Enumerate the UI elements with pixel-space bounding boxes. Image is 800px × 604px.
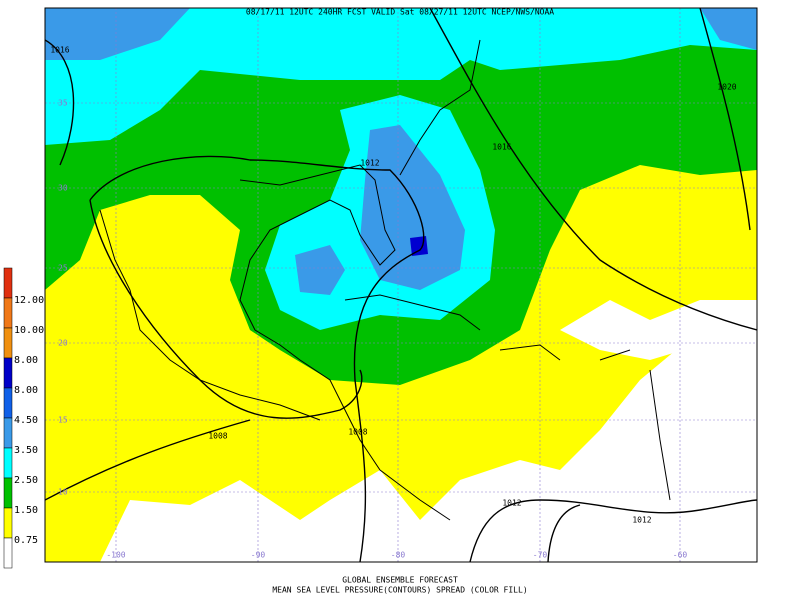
colorbar-segment: [3, 507, 13, 539]
latitude-label: 30: [58, 184, 68, 193]
colorbar-segment: [3, 357, 13, 389]
graticule: [45, 8, 757, 562]
colorbar-segment: [3, 297, 13, 329]
longitude-label: -70: [533, 551, 548, 560]
contour-label: 1016: [492, 143, 511, 152]
colorbar-segment: [3, 537, 13, 569]
header-title: 08/17/11 12UTC 240HR FCST VALID Sat 08/2…: [246, 8, 554, 17]
contour-label: 1012: [632, 516, 651, 525]
colorbar-label: 4.50: [14, 415, 38, 426]
fill-blue: [295, 245, 345, 295]
colorbar-segment: [3, 477, 13, 509]
fill-white: [100, 320, 757, 562]
colorbar-segment: [3, 387, 13, 419]
coastlines: [99, 39, 671, 521]
colorbar-label: 12.00: [14, 295, 44, 306]
contour-label: 1020: [717, 83, 736, 92]
colorbar-label: 8.00: [14, 385, 38, 396]
contour-label: 1008: [208, 432, 227, 441]
colorbar-label: 0.75: [14, 535, 38, 546]
contour-label: 1012: [360, 159, 379, 168]
map-area: [45, 8, 757, 562]
colorbar-label: 3.50: [14, 445, 38, 456]
colorbar-label: 1.50: [14, 505, 38, 516]
contour-label: 1016: [50, 46, 69, 55]
footer-line: GLOBAL ENSEMBLE FORECAST: [342, 576, 458, 585]
contour-label: 1012: [502, 499, 521, 508]
footer-line: MEAN SEA LEVEL PRESSURE(CONTOURS) SPREAD…: [272, 586, 527, 595]
latitude-label: 25: [58, 264, 68, 273]
latitude-label: 20: [58, 339, 68, 348]
colorbar-segment: [3, 417, 13, 449]
longitude-label: -80: [391, 551, 406, 560]
colorbar-label: 10.00: [14, 325, 44, 336]
longitude-label: -60: [673, 551, 688, 560]
latitude-label: 15: [58, 416, 68, 425]
colorbar-label: 2.50: [14, 475, 38, 486]
fill-dark-blue: [410, 236, 428, 256]
colorbar-segment: [3, 327, 13, 359]
latitude-label: 10: [58, 488, 68, 497]
longitude-label: -100: [106, 551, 125, 560]
colorbar-segment: [3, 267, 13, 299]
colorbar-segment: [3, 447, 13, 479]
fill-cyan: [45, 8, 757, 145]
isobars: [45, 8, 757, 562]
longitude-label: -90: [251, 551, 266, 560]
fill-blue: [700, 8, 757, 50]
contour-label: 1008: [348, 428, 367, 437]
fill-blue: [360, 125, 465, 290]
colorbar-label: 8.00: [14, 355, 38, 366]
fill-blue: [45, 8, 190, 60]
map-frame: [44, 7, 758, 563]
latitude-label: 35: [58, 99, 68, 108]
